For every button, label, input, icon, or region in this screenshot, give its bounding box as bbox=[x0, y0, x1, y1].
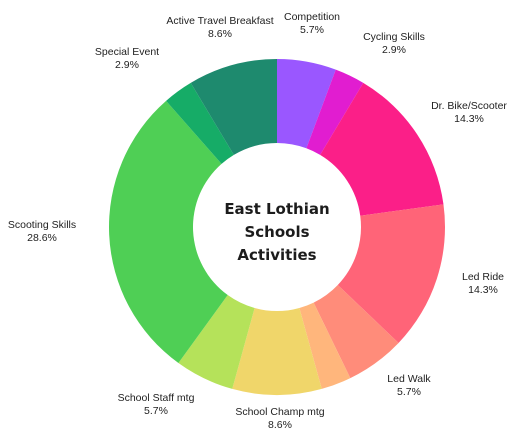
slice-5 bbox=[313, 284, 399, 379]
slice-6 bbox=[299, 302, 351, 389]
slice-label-4: Led Ride bbox=[462, 271, 504, 283]
slice-value-7: 8.6% bbox=[268, 419, 292, 431]
slice-value-9: 28.6% bbox=[27, 232, 57, 244]
chart-title-line-3: Activities bbox=[237, 246, 316, 264]
slice-label-3: Dr. Bike/Scooter bbox=[431, 100, 507, 112]
slice-value-3: 14.3% bbox=[454, 113, 484, 125]
slice-1 bbox=[277, 59, 336, 149]
slice-8 bbox=[178, 295, 255, 389]
slice-value-2: 2.9% bbox=[382, 44, 406, 56]
slice-label-10: Special Event bbox=[95, 46, 159, 58]
chart-title: East Lothian Schools Activities bbox=[224, 200, 329, 264]
chart-title-line-2: Schools bbox=[244, 223, 309, 241]
slice-2 bbox=[306, 69, 364, 155]
slice-11 bbox=[190, 59, 277, 155]
slice-label-1: Competition bbox=[284, 11, 340, 23]
slice-label-11: Active Travel Breakfast bbox=[166, 15, 273, 27]
slice-value-5: 5.7% bbox=[397, 386, 421, 398]
slice-10 bbox=[166, 82, 234, 164]
slice-value-10: 2.9% bbox=[115, 59, 139, 71]
slice-value-8: 5.7% bbox=[144, 405, 168, 417]
slice-value-1: 5.7% bbox=[300, 24, 324, 36]
slice-label-2: Cycling Skills bbox=[363, 31, 425, 43]
slice-label-5: Led Walk bbox=[387, 373, 431, 385]
slice-7 bbox=[232, 307, 322, 395]
slice-9 bbox=[108, 100, 228, 364]
slices-group bbox=[108, 59, 445, 395]
slice-value-11: 8.6% bbox=[208, 28, 232, 40]
slice-label-9: Scooting Skills bbox=[8, 219, 76, 231]
slice-value-4: 14.3% bbox=[468, 284, 498, 296]
slice-4 bbox=[337, 204, 445, 343]
slice-3 bbox=[320, 82, 444, 216]
slice-label-8: School Staff mtg bbox=[118, 392, 195, 404]
chart-title-line-1: East Lothian bbox=[224, 200, 329, 218]
slice-label-7: School Champ mtg bbox=[235, 406, 324, 418]
